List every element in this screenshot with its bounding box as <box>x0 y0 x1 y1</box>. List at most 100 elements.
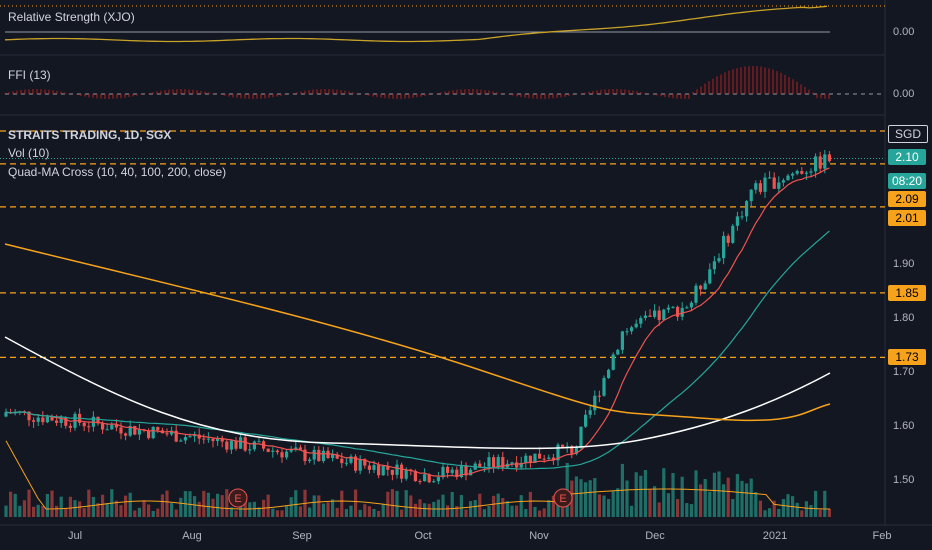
candle-body <box>680 307 684 317</box>
candle-body <box>763 177 767 192</box>
volume-ma-line <box>5 440 831 510</box>
level-badge-201: 2.01 <box>888 210 926 226</box>
candle-body <box>722 235 726 259</box>
volume-bar <box>170 503 174 517</box>
candle-body <box>193 434 197 437</box>
candle-body <box>27 411 31 421</box>
candle-body <box>814 156 818 172</box>
volume-bar <box>510 505 514 517</box>
candle-body <box>579 426 583 448</box>
volume-bar <box>312 495 316 517</box>
candle-body <box>694 285 698 303</box>
volume-bar <box>78 501 82 517</box>
volume-bar <box>556 496 560 517</box>
volume-bar <box>206 492 210 517</box>
volume-bar <box>358 509 362 517</box>
candle-body <box>464 465 468 476</box>
volume-bar <box>749 478 753 517</box>
candle-body <box>321 450 325 462</box>
volume-bar <box>32 506 36 517</box>
volume-bar <box>298 506 302 517</box>
candle-body <box>349 456 353 463</box>
rs-title: Relative Strength (XJO) <box>8 10 135 24</box>
candle-body <box>611 354 615 370</box>
volume-bar <box>814 490 818 517</box>
candle-body <box>82 422 86 427</box>
candle-body <box>216 438 220 442</box>
currency-badge[interactable]: SGD <box>888 125 928 143</box>
volume-bar <box>519 495 523 517</box>
volume-bar <box>409 495 413 517</box>
candle-body <box>294 447 298 450</box>
volume-bar <box>496 493 500 517</box>
candle-body <box>386 466 390 470</box>
volume-bar <box>735 474 739 517</box>
candle-body <box>561 444 565 448</box>
candle-body <box>206 438 210 440</box>
candle-body <box>556 444 560 461</box>
volume-bar <box>179 497 183 517</box>
candle-body <box>735 216 739 226</box>
candle-body <box>174 430 178 442</box>
price-tick: 1.70 <box>893 366 915 378</box>
candle-body <box>147 430 151 439</box>
candle-body <box>768 177 772 179</box>
candle-body <box>726 235 730 243</box>
volume-bar <box>786 494 790 517</box>
volume-bar <box>289 497 293 517</box>
candle-body <box>156 427 160 431</box>
volume-bar <box>413 503 417 517</box>
volume-bar <box>41 505 45 517</box>
earnings-marker-label: E <box>234 493 241 505</box>
candle-body <box>211 438 215 442</box>
candle-body <box>593 395 597 411</box>
candle-body <box>515 462 519 468</box>
candle-body <box>436 477 440 482</box>
candle-body <box>643 315 647 318</box>
candle-body <box>676 306 680 317</box>
volume-bar <box>252 501 256 517</box>
candle-body <box>59 417 63 423</box>
candle-body <box>225 441 229 450</box>
ma100-line <box>4 336 831 450</box>
candle-body <box>731 225 735 243</box>
candle-body <box>68 425 72 428</box>
candle-body <box>800 171 804 174</box>
volume-bar <box>768 508 772 517</box>
volume-bar <box>404 490 408 517</box>
x-tick: 2021 <box>762 530 788 542</box>
volume-bar <box>593 478 597 517</box>
candle-body <box>202 438 206 440</box>
volume-bar <box>800 510 804 517</box>
candle-body <box>446 466 450 473</box>
candle-body <box>671 306 675 308</box>
volume-bar <box>763 510 767 517</box>
volume-bar <box>754 492 758 517</box>
volume-bar <box>524 508 528 517</box>
volume-bar <box>174 509 178 517</box>
candle-body <box>699 285 703 290</box>
volume-bar <box>165 490 169 517</box>
volume-bar <box>229 507 233 517</box>
candle-body <box>372 465 376 470</box>
candle-body <box>703 283 707 290</box>
candle-body <box>607 369 611 379</box>
volume-bar <box>464 509 468 517</box>
candle-body <box>32 420 36 422</box>
candle-body <box>450 469 454 473</box>
candle-body <box>234 440 238 449</box>
price-tick: 1.50 <box>893 474 915 486</box>
volume-bar <box>216 493 220 517</box>
candle-body <box>248 449 252 451</box>
candle-body <box>809 171 813 173</box>
price-tick: 1.80 <box>893 312 915 324</box>
candle-body <box>602 378 606 396</box>
candle-body <box>653 310 657 317</box>
candle-body <box>55 420 59 423</box>
candle-body <box>298 447 302 450</box>
volume-bar <box>363 504 367 517</box>
candle-body <box>574 447 578 454</box>
candle-body <box>404 469 408 479</box>
candle-body <box>188 436 192 438</box>
volume-bar <box>538 510 542 517</box>
